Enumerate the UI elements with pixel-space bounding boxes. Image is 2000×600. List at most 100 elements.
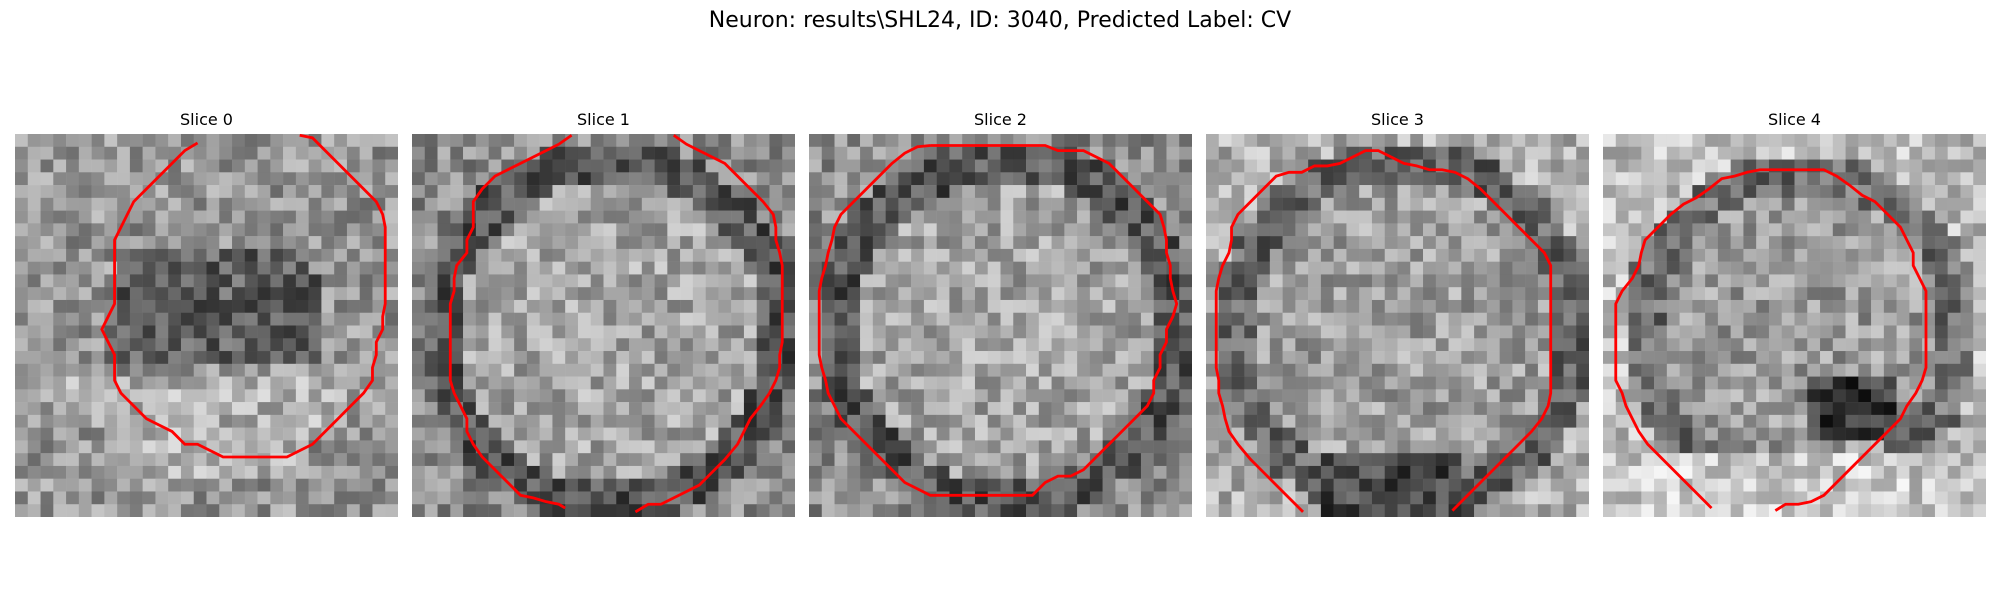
- pixel: [1179, 491, 1192, 505]
- pixel: [629, 440, 643, 454]
- pixel: [987, 414, 1001, 428]
- pixel: [1934, 338, 1948, 352]
- pixel: [1756, 453, 1770, 467]
- pixel: [1333, 146, 1347, 160]
- pixel: [1038, 389, 1052, 403]
- pixel: [193, 414, 207, 428]
- pixel: [129, 134, 143, 148]
- pixel: [1973, 223, 1986, 237]
- pixel: [1231, 261, 1245, 275]
- pixel: [949, 325, 963, 339]
- pixel: [488, 185, 502, 199]
- pixel: [872, 287, 886, 301]
- pixel: [1051, 414, 1065, 428]
- pixel: [1089, 248, 1103, 262]
- pixel: [1077, 210, 1091, 224]
- pixel: [1871, 402, 1885, 416]
- pixel: [412, 197, 426, 211]
- pixel: [104, 402, 118, 416]
- pixel: [1038, 185, 1052, 199]
- pixel: [539, 402, 553, 416]
- pixel: [565, 402, 579, 416]
- pixel: [206, 376, 220, 390]
- pixel: [1179, 197, 1192, 211]
- pixel: [359, 287, 373, 301]
- pixel: [1486, 172, 1500, 186]
- pixel: [346, 440, 360, 454]
- pixel: [450, 453, 464, 467]
- pixel: [1743, 440, 1757, 454]
- pixel: [1257, 210, 1271, 224]
- pixel: [1947, 414, 1961, 428]
- pixel: [1832, 427, 1846, 441]
- pixel: [667, 440, 681, 454]
- pixel: [1871, 478, 1885, 492]
- pixel: [270, 248, 284, 262]
- pixel: [1051, 338, 1065, 352]
- pixel: [1960, 197, 1974, 211]
- pixel: [66, 351, 80, 365]
- pixel: [1077, 248, 1091, 262]
- pixel: [1026, 274, 1040, 288]
- pixel: [1896, 338, 1910, 352]
- pixel: [1206, 146, 1220, 160]
- pixel: [590, 210, 604, 224]
- pixel: [1013, 185, 1027, 199]
- pixel: [1128, 248, 1142, 262]
- pixel: [66, 376, 80, 390]
- pixel: [1512, 402, 1526, 416]
- pixel: [1461, 299, 1475, 313]
- pixel: [359, 134, 373, 148]
- pixel: [1934, 261, 1948, 275]
- pixel: [1474, 504, 1488, 517]
- pixel: [603, 414, 617, 428]
- pixel: [1563, 478, 1577, 492]
- pixel: [1269, 440, 1283, 454]
- pixel: [1257, 440, 1271, 454]
- pixel: [437, 453, 451, 467]
- pixel: [283, 504, 297, 517]
- pixel: [66, 134, 80, 148]
- pixel: [1845, 223, 1859, 237]
- pixel: [1563, 453, 1577, 467]
- pixel: [91, 427, 105, 441]
- pixel: [1794, 440, 1808, 454]
- pixel: [526, 312, 540, 326]
- pixel: [1013, 134, 1027, 148]
- contour-line: [100, 134, 387, 459]
- pixel: [898, 491, 912, 505]
- pixel: [552, 389, 566, 403]
- pixel: [1269, 414, 1283, 428]
- pixel: [206, 325, 220, 339]
- pixel: [359, 261, 373, 275]
- pixel: [206, 402, 220, 416]
- pixel: [1654, 453, 1668, 467]
- pixel: [1435, 248, 1449, 262]
- pixel: [1486, 465, 1500, 479]
- pixel: [1474, 325, 1488, 339]
- pixel: [1603, 376, 1617, 390]
- pixel: [1820, 389, 1834, 403]
- pixel: [463, 465, 477, 479]
- pixel: [501, 389, 515, 403]
- pixel: [180, 159, 194, 173]
- pixel: [1781, 325, 1795, 339]
- pixel: [270, 465, 284, 479]
- pixel: [1832, 325, 1846, 339]
- pixel: [769, 338, 783, 352]
- pixel: [1666, 504, 1680, 517]
- pixel: [321, 440, 335, 454]
- pixel: [1563, 504, 1577, 517]
- pixel: [244, 402, 258, 416]
- pixel: [219, 414, 233, 428]
- pixel: [1525, 338, 1539, 352]
- pixel: [1166, 440, 1180, 454]
- pixel: [577, 478, 591, 492]
- pixel: [603, 440, 617, 454]
- pixel: [193, 274, 207, 288]
- pixel: [412, 312, 426, 326]
- pixel: [180, 402, 194, 416]
- pixel: [180, 248, 194, 262]
- pixel: [1128, 338, 1142, 352]
- pixel: [577, 261, 591, 275]
